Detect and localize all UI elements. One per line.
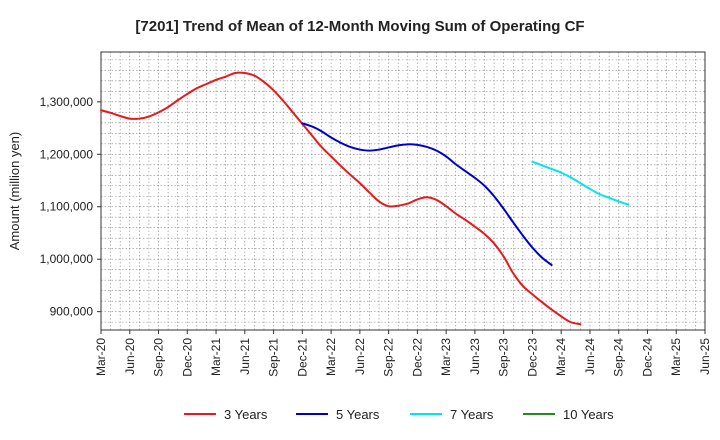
y-tick-label: 1,000,000 xyxy=(40,252,94,266)
x-tick-label: Jun-22 xyxy=(353,338,367,375)
y-tick-label: 1,300,000 xyxy=(40,95,94,109)
legend-label: 10 Years xyxy=(563,407,614,422)
x-tick-label: Mar-23 xyxy=(439,338,453,376)
series-lines xyxy=(100,71,630,326)
series-line-7-years xyxy=(531,160,630,206)
x-tick-label: Dec-20 xyxy=(180,338,194,377)
x-tick-label: Jun-24 xyxy=(583,338,597,375)
y-tick-label: 900,000 xyxy=(50,305,94,319)
y-tick-label: 1,100,000 xyxy=(40,200,94,214)
chart-title: [7201] Trend of Mean of 12-Month Moving … xyxy=(135,18,584,35)
plot-area xyxy=(101,52,705,330)
series-line-5-years xyxy=(301,122,553,266)
x-tick-label: Sep-21 xyxy=(267,338,281,377)
legend-label: 5 Years xyxy=(336,407,380,422)
x-tick-label: Dec-23 xyxy=(525,338,539,377)
x-tick-label: Mar-24 xyxy=(554,338,568,376)
x-tick-label: Jun-20 xyxy=(123,338,137,375)
series-line-3-years xyxy=(100,71,582,326)
y-tick-label: 1,200,000 xyxy=(40,147,94,161)
x-axis: Mar-20 Jun-20 Sep-20 Dec-20 Mar-21 Jun-21 Sep-… xyxy=(94,330,712,377)
x-tick-label: Sep-22 xyxy=(382,338,396,377)
x-tick-label: Jun-21 xyxy=(238,338,252,375)
x-tick-label: Jun-23 xyxy=(468,338,482,375)
y-axis: 900,000 1,000,000 1,100,000 1,200,000 1,300,… xyxy=(40,95,101,319)
legend: 3 Years 5 Years 7 Years 10 Years xyxy=(184,407,614,422)
x-tick-label: Dec-24 xyxy=(640,338,654,377)
x-tick-label: Sep-24 xyxy=(612,338,626,377)
x-tick-label: Mar-22 xyxy=(324,338,338,376)
x-tick-label: Dec-22 xyxy=(410,338,424,377)
x-tick-label: Sep-20 xyxy=(152,338,166,377)
x-tick-label: Mar-20 xyxy=(94,338,108,376)
legend-label: 7 Years xyxy=(450,407,494,422)
plot-frame xyxy=(100,51,706,331)
x-tick-label: Dec-21 xyxy=(295,338,309,377)
grid xyxy=(101,52,705,330)
x-tick-label: Jun-25 xyxy=(698,338,712,375)
x-tick-label: Sep-23 xyxy=(497,338,511,377)
legend-label: 3 Years xyxy=(224,407,268,422)
x-tick-label: Mar-21 xyxy=(209,338,223,376)
y-axis-label: Amount (million yen) xyxy=(7,132,22,251)
x-tick-label: Mar-25 xyxy=(669,338,683,376)
